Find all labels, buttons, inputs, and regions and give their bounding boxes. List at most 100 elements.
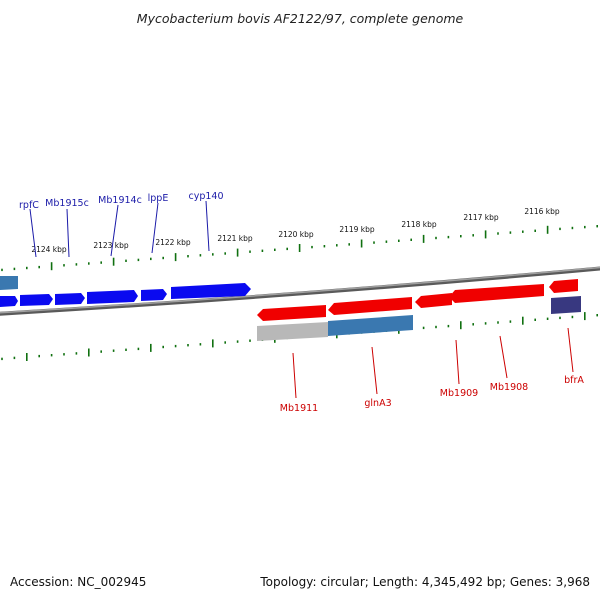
cds-block[interactable] [551, 296, 581, 314]
gene-label-lppE[interactable]: lppE [148, 193, 169, 204]
scale-dot [150, 257, 152, 261]
tick-label-2120: 2120 kbp [278, 230, 314, 239]
tick-label-2121: 2121 kbp [217, 234, 253, 243]
top-gene-labels: rpfC Mb1915c Mb1914c lppE cyp140 [19, 191, 224, 258]
gene-label-Mb1909[interactable]: Mb1909 [440, 388, 478, 399]
scale-dot [26, 266, 28, 270]
scale-major-tick [88, 348, 90, 357]
scale-dot [484, 322, 487, 325]
scale-dot [546, 317, 549, 320]
scale-dot [447, 235, 450, 239]
gene-arrow[interactable] [141, 289, 167, 301]
scale-dot [1, 268, 3, 272]
scale-dot [112, 349, 115, 352]
gene-label-cyp140[interactable]: cyp140 [188, 191, 223, 202]
scale-dot [63, 353, 65, 356]
scale-dot [100, 350, 102, 353]
gene-arrow[interactable] [415, 293, 452, 308]
scale-dot [398, 239, 400, 242]
gene-arrow[interactable] [0, 296, 18, 307]
scale-dot [162, 256, 164, 260]
scale-dot [534, 229, 536, 232]
tick-labels: 2124 kbp 2123 kbp 2122 kbp 2121 kbp 2120… [31, 207, 560, 254]
scale-dot [50, 354, 53, 357]
scale-dot [199, 343, 202, 346]
scale-dot [584, 225, 586, 229]
scale-dot [385, 240, 388, 243]
scale-dot [522, 230, 524, 233]
scale-dot [88, 262, 90, 265]
scale-dot [137, 347, 140, 351]
scale-dot [534, 318, 536, 321]
tick-label-2122: 2122 kbp [155, 238, 191, 247]
scale-dot [75, 352, 78, 355]
gene-label-rpfC[interactable]: rpfC [19, 200, 39, 211]
scale-dot [509, 231, 512, 234]
scale-dot [571, 226, 574, 230]
gene-arrow[interactable] [257, 305, 326, 321]
scale-dot [274, 248, 276, 251]
gene-label-bfrA[interactable]: bfrA [564, 375, 584, 386]
gene-arrow[interactable] [549, 279, 578, 293]
gene-label-Mb1915c[interactable]: Mb1915c [45, 198, 89, 209]
scale-dot [472, 234, 474, 237]
cds-block[interactable] [257, 322, 328, 341]
scale-dot [447, 324, 450, 328]
gene-arrow[interactable] [171, 283, 251, 299]
scale-dot [224, 341, 226, 344]
scale-major-tick [150, 343, 152, 352]
gene-arrow[interactable] [55, 293, 85, 305]
scale-major-tick [112, 257, 115, 266]
scale-dot [435, 325, 437, 329]
scale-dot [410, 238, 412, 241]
tick-label-2119: 2119 kbp [339, 225, 375, 234]
scale-dot [460, 235, 462, 238]
scale-dot [373, 241, 375, 244]
scale-major-tick [298, 244, 301, 252]
scale-major-tick [174, 253, 177, 262]
scale-major-tick [360, 239, 363, 248]
scale-dot [497, 232, 499, 235]
reverse-genes [257, 279, 581, 341]
scale-dot [137, 258, 140, 262]
gene-label-glnA3[interactable]: glnA3 [364, 398, 391, 409]
scale-major-tick [522, 316, 524, 325]
scale-dot [174, 344, 177, 348]
scale-dot [236, 340, 239, 343]
scale-dot [311, 245, 313, 249]
scale-dot [187, 344, 189, 347]
tick-label-2118: 2118 kbp [401, 220, 437, 229]
tick-label-2117: 2117 kbp [463, 213, 499, 222]
gene-arrow[interactable] [449, 284, 544, 303]
scale-dot [38, 354, 40, 358]
scale-dot [435, 236, 437, 240]
scale-major-tick [584, 312, 586, 321]
scale-major-tick [484, 230, 487, 239]
scale-major-tick [212, 339, 214, 348]
scale-dot [261, 249, 264, 252]
gene-arrow[interactable] [328, 297, 412, 315]
scale-dot [509, 320, 512, 323]
gene-arrow[interactable] [87, 290, 138, 304]
scale-dot [497, 321, 499, 324]
scale-dot [212, 253, 214, 256]
scale-dot [38, 265, 40, 269]
gene-arrow[interactable] [20, 294, 53, 306]
cds-block[interactable] [328, 315, 413, 336]
scale-dot [13, 267, 16, 271]
scale-dot [336, 244, 338, 247]
gene-arrow[interactable] [0, 276, 18, 290]
tick-label-2123: 2123 kbp [93, 241, 129, 250]
gene-label-Mb1911[interactable]: Mb1911 [280, 403, 318, 414]
gene-label-Mb1914c[interactable]: Mb1914c [98, 195, 142, 206]
scale-dot [199, 254, 202, 257]
scale-dot [596, 314, 598, 317]
gene-label-Mb1908[interactable]: Mb1908 [490, 382, 528, 393]
scale-dot [162, 345, 164, 349]
scale-major-tick [546, 225, 549, 234]
scale-dot [187, 255, 189, 258]
scale-major-tick [422, 234, 425, 243]
genome-title: Mycobacterium bovis AF2122/97, complete … [137, 11, 464, 26]
scale-dot [323, 245, 326, 248]
